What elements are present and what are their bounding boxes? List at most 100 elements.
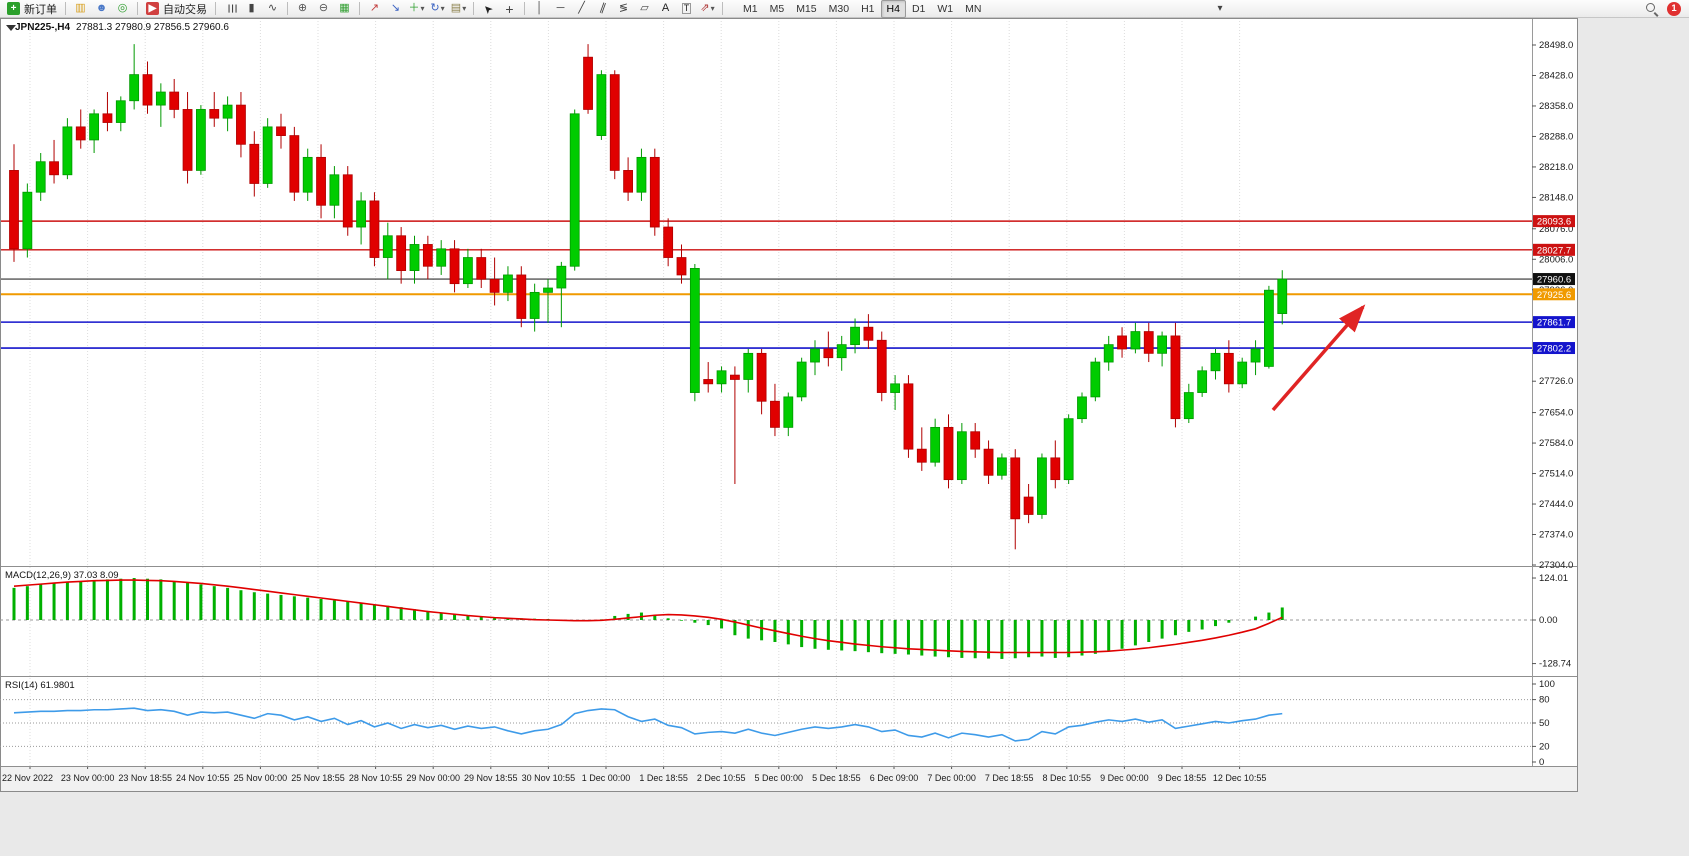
price-badge-label: 27960.6 [1537,275,1571,286]
candle [583,44,593,114]
search-icon[interactable] [1645,2,1658,15]
time-axis-label: 8 Dec 10:55 [1043,773,1092,783]
line-chart-icon[interactable]: ∿ [267,2,278,14]
shapes-icon[interactable]: ▱ [640,2,649,14]
candlestick-chart-icon[interactable]: ▮ [248,2,255,14]
dropdown-caret-icon: ▾ [420,4,425,13]
one-click-trading-toggle[interactable] [6,25,16,31]
candle [890,375,900,410]
profiles-icon[interactable]: ☻ [95,2,108,14]
timeframe-w1-button[interactable]: W1 [937,2,954,15]
bar-chart-icon[interactable]: ☰ [225,3,237,14]
rsi-axis-label: 0 [1539,757,1544,768]
periodicity-icon[interactable]: ↻ ▾ [430,2,445,14]
candle [850,318,860,354]
vertical-line-icon[interactable]: │ [536,2,543,14]
candle [449,240,460,293]
text-label-icon[interactable]: T [681,3,692,14]
candle [810,340,820,376]
candle [342,166,353,236]
horizontal-line-icon[interactable]: ─ [556,2,565,14]
chart-canvas[interactable]: 22 Nov 2022 23 Nov 00:00 23 Nov 18:55 24 No… [0,18,1578,792]
text-icon[interactable]: A [661,2,670,14]
new-order-button[interactable]: + 新订单 [3,1,61,17]
cursor-icon[interactable]: ➤ [480,1,496,17]
candle [102,92,113,132]
notification-badge[interactable]: 1 [1667,1,1681,16]
fibonacci-icon[interactable]: ≶ [618,2,629,14]
candle [1050,440,1061,489]
time-axis-label: 7 Dec 18:55 [985,773,1034,783]
indicator-windows-icon[interactable]: ↘ [390,2,401,14]
candle [236,92,246,158]
zoom-in-icon[interactable]: ⊕ [297,2,308,14]
timeframe-m15-button[interactable]: M15 [796,2,817,15]
timeframe-mn-button[interactable]: MN [965,2,982,15]
zoom-out-icon[interactable]: ⊖ [318,2,329,14]
timeframe-m30-button[interactable]: M30 [828,2,850,15]
candle [129,44,140,110]
indicators-icon[interactable]: ↗ [369,2,380,14]
auto-trading-icon: ▶ [146,2,159,15]
time-axis-label: 2 Dec 10:55 [697,773,746,783]
timeframe-m1-button[interactable]: M1 [743,2,758,15]
templates-icon[interactable]: ▤ ▾ [450,2,467,14]
navigator-icon[interactable]: ◎ [117,2,128,14]
candle [796,357,807,402]
candle [1090,357,1101,402]
candle [756,348,767,415]
crosshair-icon[interactable]: + [505,0,514,17]
candle [1170,322,1181,428]
tile-windows-icon[interactable]: ▦ [339,2,350,14]
candle [369,192,380,267]
macd-axis-label: 124.01 [1539,573,1568,584]
auto-trading-button-label: 自动交易 [163,3,207,16]
timeframe-d1-button[interactable]: D1 [911,2,926,15]
chart-window: 22 Nov 2022 23 Nov 00:00 23 Nov 18:55 24 No… [0,18,1578,792]
candle [1010,449,1021,550]
macd-axis-label: -128.74 [1539,659,1571,670]
toolbar-separator [524,2,525,15]
candle [409,235,420,284]
time-axis-label: 7 Dec 00:00 [927,773,976,783]
price-axis-label: 28358.0 [1539,101,1573,112]
trendline-icon[interactable]: ╱ [578,2,585,14]
timeframe-h4-button[interactable]: H4 [880,0,906,18]
candle [836,335,847,371]
time-axis-label: 12 Dec 10:55 [1213,773,1267,783]
candle [636,148,647,201]
candle [943,414,954,489]
toolbar-right-group: 1 [1645,1,1686,16]
candle [422,235,433,280]
candle [1210,348,1221,380]
candle [970,423,981,458]
candle [716,366,727,393]
toolbar-overflow-icon[interactable]: ▾ [1217,3,1223,14]
auto-trading-button[interactable]: ▶ 自动交易 [142,1,211,17]
equidistant-channel-icon[interactable]: ∥ [598,1,608,15]
price-badge-label: 27861.7 [1537,318,1571,329]
candle [783,392,794,437]
timeframe-m5-button[interactable]: M5 [769,2,785,15]
time-axis-label: 22 Nov 2022 [2,773,53,783]
candle [195,105,206,175]
candle [142,61,153,114]
candle [863,314,874,349]
candle [476,248,487,289]
arrows-tool-icon[interactable]: ⇗ ▾ [700,2,715,14]
price-axis-label: 28076.0 [1539,224,1573,235]
price-axis-label: 28218.0 [1539,162,1573,173]
add-indicator-icon[interactable]: ＋ ▾ [408,2,425,14]
candle [1250,340,1261,376]
timeframe-h1-button[interactable]: H1 [861,2,875,15]
time-axis-label: 28 Nov 10:55 [349,773,403,783]
price-axis-label: 28428.0 [1539,70,1573,81]
candle [876,331,887,402]
price-badge [1533,316,1575,329]
market-watch-icon[interactable]: ▥ [75,2,86,14]
trend-arrow-annotation[interactable] [1271,304,1366,412]
time-axis-label: 9 Dec 00:00 [1100,773,1149,783]
candle [89,109,99,154]
candle [956,423,967,484]
candle [249,131,260,197]
